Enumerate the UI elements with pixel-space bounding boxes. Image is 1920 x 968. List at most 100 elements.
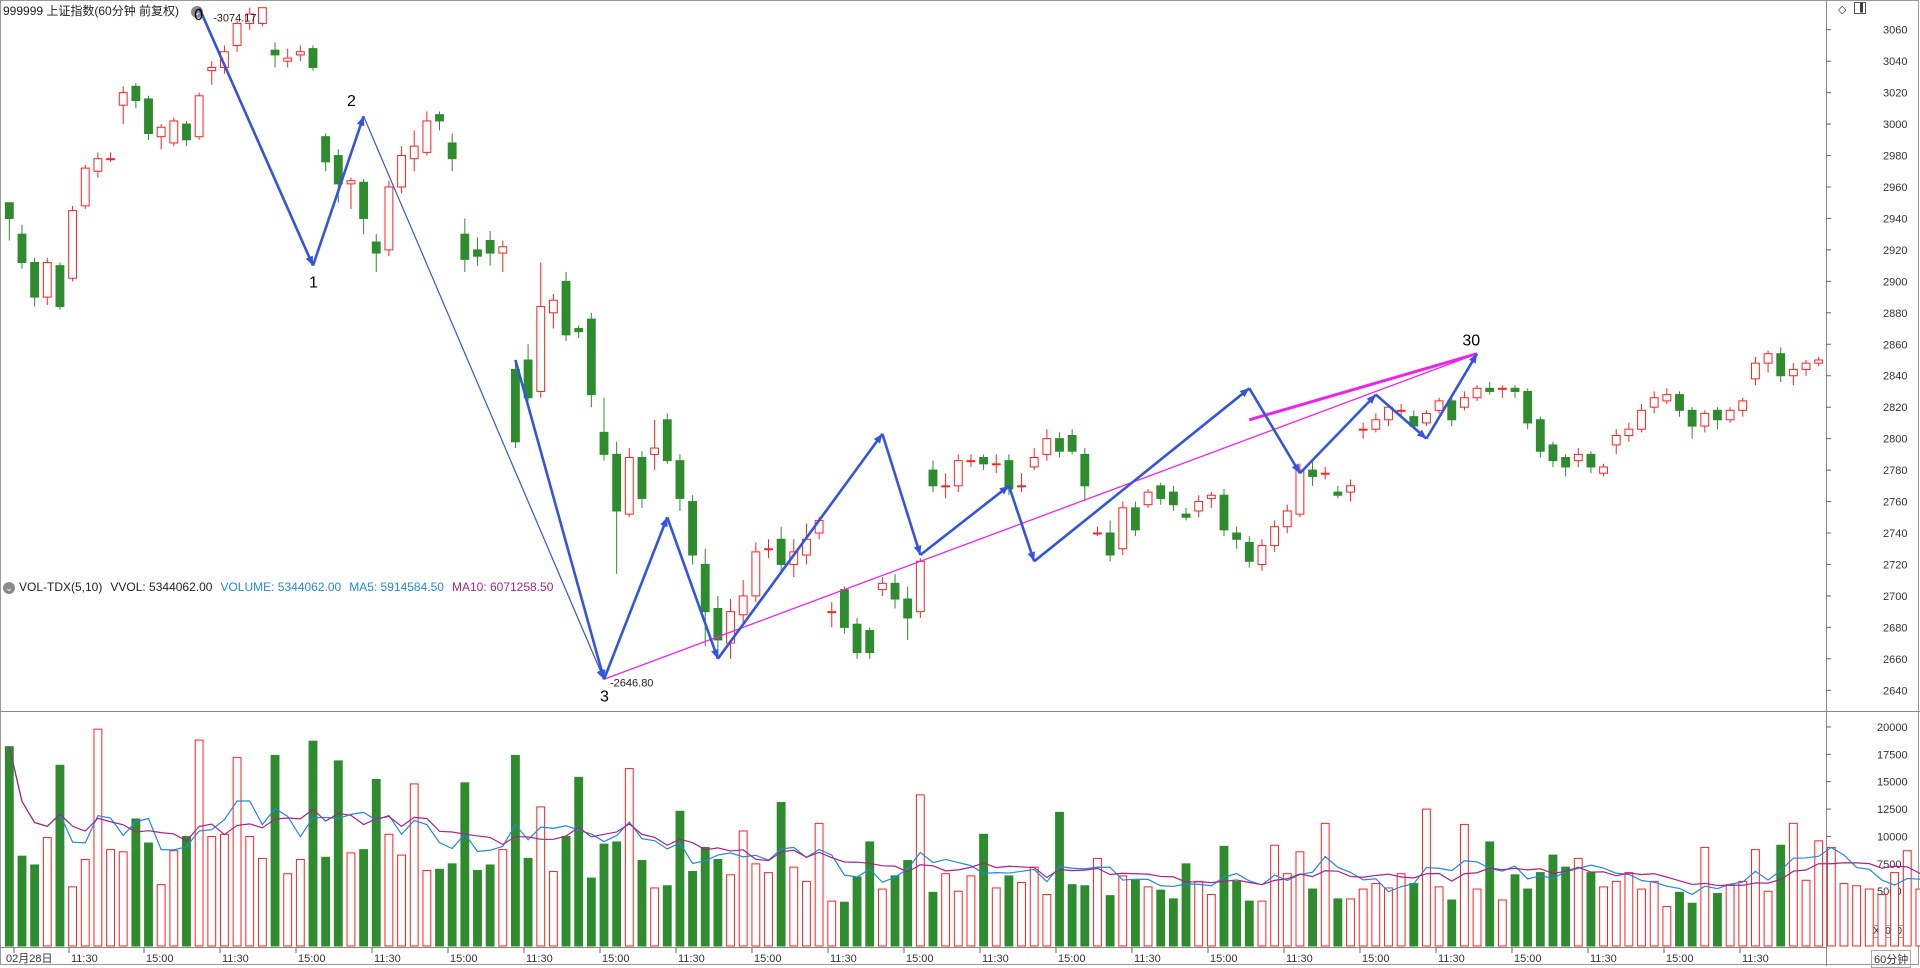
candle-body: [1776, 353, 1786, 377]
volume-bar: [333, 760, 343, 947]
price-tick-label: 2760: [1883, 497, 1907, 509]
candle-body: [447, 142, 457, 160]
candle-body: [1687, 409, 1697, 427]
volume-bar: [903, 860, 913, 947]
volume-bar: [1611, 880, 1621, 947]
volume-bar: [1548, 854, 1558, 947]
candle-body: [1637, 409, 1646, 430]
time-label: 11:30: [526, 953, 553, 965]
volume-bar: [106, 849, 115, 947]
candle-body: [1459, 397, 1469, 408]
candle-body: [1320, 472, 1330, 475]
candle-body: [624, 457, 634, 515]
candle-body: [612, 453, 622, 512]
candle-body: [283, 57, 293, 62]
candle-body: [409, 145, 419, 160]
time-label: 15:00: [450, 953, 478, 965]
volume-bar: [1244, 900, 1254, 947]
volume-bar: [523, 857, 533, 947]
candle-body: [1510, 387, 1520, 392]
chevron-down-icon-vol[interactable]: ⌄: [3, 581, 15, 594]
volume-bar: [1839, 883, 1849, 947]
chart-title: 999999 上证指数(60分钟 前复权): [3, 4, 180, 18]
volume-bar: [928, 891, 938, 947]
candle-body: [852, 623, 862, 654]
volume-bar: [1700, 846, 1710, 947]
candle-body: [1093, 532, 1102, 535]
volume-bar: [1535, 872, 1545, 947]
volume-bar: [220, 833, 229, 947]
volume-bar: [1902, 850, 1912, 947]
volume-bar: [1346, 898, 1355, 947]
candle-body: [789, 551, 799, 565]
candle-body: [435, 114, 444, 122]
wave-line: [363, 115, 605, 680]
vvol-value: VVOL: 5344062.00: [110, 580, 213, 594]
vol-indicator-label: VOL-TDX(5,10): [19, 580, 103, 594]
candle-body: [1029, 457, 1039, 468]
volume-bar: [1093, 857, 1102, 947]
volume-bar: [1523, 888, 1533, 947]
candle-body: [1156, 485, 1166, 499]
candle-body: [232, 22, 242, 46]
time-label: 15:00: [1058, 953, 1086, 965]
ma5-line: [8, 746, 1920, 896]
candle-body: [473, 249, 482, 257]
price-tick-label: 2720: [1883, 559, 1907, 571]
volume-bar: [169, 850, 179, 947]
candle-body: [30, 261, 40, 298]
candle-body: [1750, 362, 1760, 380]
candle-body: [1814, 359, 1824, 364]
candle-body: [1535, 419, 1545, 452]
volume-bar: [662, 885, 672, 947]
vol-tick-label: 12500: [1877, 804, 1908, 816]
candle-body: [1472, 387, 1482, 399]
candle-body: [839, 589, 849, 628]
price-tick-label: 2700: [1883, 591, 1907, 603]
candle-body: [1447, 400, 1457, 421]
price-tick-label: 2860: [1883, 339, 1907, 351]
candle-body: [890, 582, 900, 600]
candle-body: [1131, 507, 1140, 531]
volume-bar: [1852, 885, 1862, 947]
volume-bar: [1915, 888, 1920, 947]
volume-bar: [1396, 873, 1406, 947]
volume-bar: [1788, 822, 1798, 947]
diamond-icon[interactable]: ◇: [1838, 4, 1847, 16]
candle-body: [422, 120, 432, 153]
volume-bar: [1561, 866, 1571, 947]
volume-bar: [245, 835, 255, 947]
time-label: 15:00: [146, 953, 174, 965]
volume-bar: [30, 864, 40, 947]
volume-bar: [1510, 874, 1520, 947]
candle-body: [1282, 510, 1292, 528]
candle-body: [359, 181, 369, 219]
candle-body: [536, 306, 546, 392]
price-tick-label: 2900: [1883, 276, 1907, 288]
candle-body: [1118, 507, 1128, 550]
volume-bar: [1649, 880, 1659, 947]
wave-arrowhead: [1366, 394, 1376, 404]
volume-bar: [1384, 887, 1393, 947]
volume-bar: [1017, 881, 1026, 947]
wave-arrowhead: [1291, 463, 1300, 474]
volume-bar: [1181, 863, 1191, 947]
volume-bar: [612, 841, 622, 947]
panel-toggle-icon[interactable]: ▐: [1854, 2, 1866, 14]
candle-body: [397, 155, 406, 188]
candle-body: [548, 299, 558, 314]
volume-bar: [1219, 845, 1229, 947]
candle-body: [1561, 457, 1571, 468]
price-tick-label: 2940: [1883, 213, 1907, 225]
time-label: 11:30: [830, 953, 857, 965]
time-label: 15:00: [1210, 953, 1238, 965]
candle-body: [1358, 428, 1368, 431]
time-label: 11:30: [1590, 953, 1617, 965]
wave-line: [881, 433, 922, 556]
wave-line: [1425, 353, 1479, 440]
wave-line: [1298, 393, 1377, 475]
volume-bar: [713, 858, 723, 947]
volume-bar: [1295, 851, 1305, 947]
wave-line: [1248, 387, 1302, 474]
